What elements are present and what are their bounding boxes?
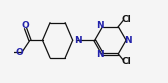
Text: N: N (125, 36, 132, 45)
Text: O: O (16, 48, 24, 57)
Text: Cl: Cl (122, 57, 132, 66)
Text: N: N (74, 36, 82, 45)
Text: O: O (21, 21, 29, 30)
Text: Cl: Cl (122, 15, 132, 24)
Text: N: N (96, 50, 104, 59)
Text: N: N (96, 21, 104, 30)
